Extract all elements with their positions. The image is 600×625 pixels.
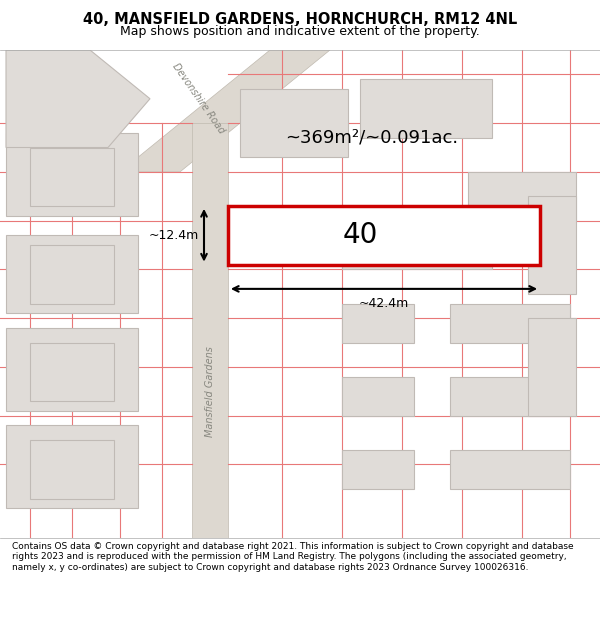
Text: ~369m²/~0.091ac.: ~369m²/~0.091ac. — [286, 129, 458, 147]
Bar — [30, 148, 114, 206]
Bar — [468, 172, 576, 221]
Bar — [342, 231, 492, 269]
Bar — [6, 133, 138, 216]
Bar — [360, 79, 492, 138]
Polygon shape — [6, 50, 150, 148]
Text: Map shows position and indicative extent of the property.: Map shows position and indicative extent… — [120, 24, 480, 38]
Text: 40, MANSFIELD GARDENS, HORNCHURCH, RM12 4NL: 40, MANSFIELD GARDENS, HORNCHURCH, RM12 … — [83, 12, 517, 28]
Bar — [342, 304, 414, 343]
Polygon shape — [120, 50, 330, 172]
Bar — [6, 328, 138, 411]
Bar — [342, 377, 414, 416]
Text: ~42.4m: ~42.4m — [359, 297, 409, 310]
Bar — [450, 377, 570, 416]
Bar — [6, 426, 138, 508]
Bar — [6, 235, 138, 313]
Bar — [30, 342, 114, 401]
Bar — [240, 89, 348, 158]
Bar — [450, 450, 570, 489]
Text: Contains OS data © Crown copyright and database right 2021. This information is : Contains OS data © Crown copyright and d… — [12, 542, 574, 572]
Text: Mansfield Gardens: Mansfield Gardens — [205, 346, 215, 437]
Bar — [30, 440, 114, 499]
Text: 40: 40 — [343, 221, 377, 249]
Bar — [192, 123, 228, 538]
Bar — [228, 206, 540, 264]
Bar — [450, 304, 570, 343]
Bar — [30, 245, 114, 304]
Text: ~12.4m: ~12.4m — [149, 229, 199, 242]
Bar — [528, 196, 576, 294]
Bar — [342, 450, 414, 489]
Bar — [528, 318, 576, 416]
Text: Devonshire Road: Devonshire Road — [170, 62, 226, 136]
